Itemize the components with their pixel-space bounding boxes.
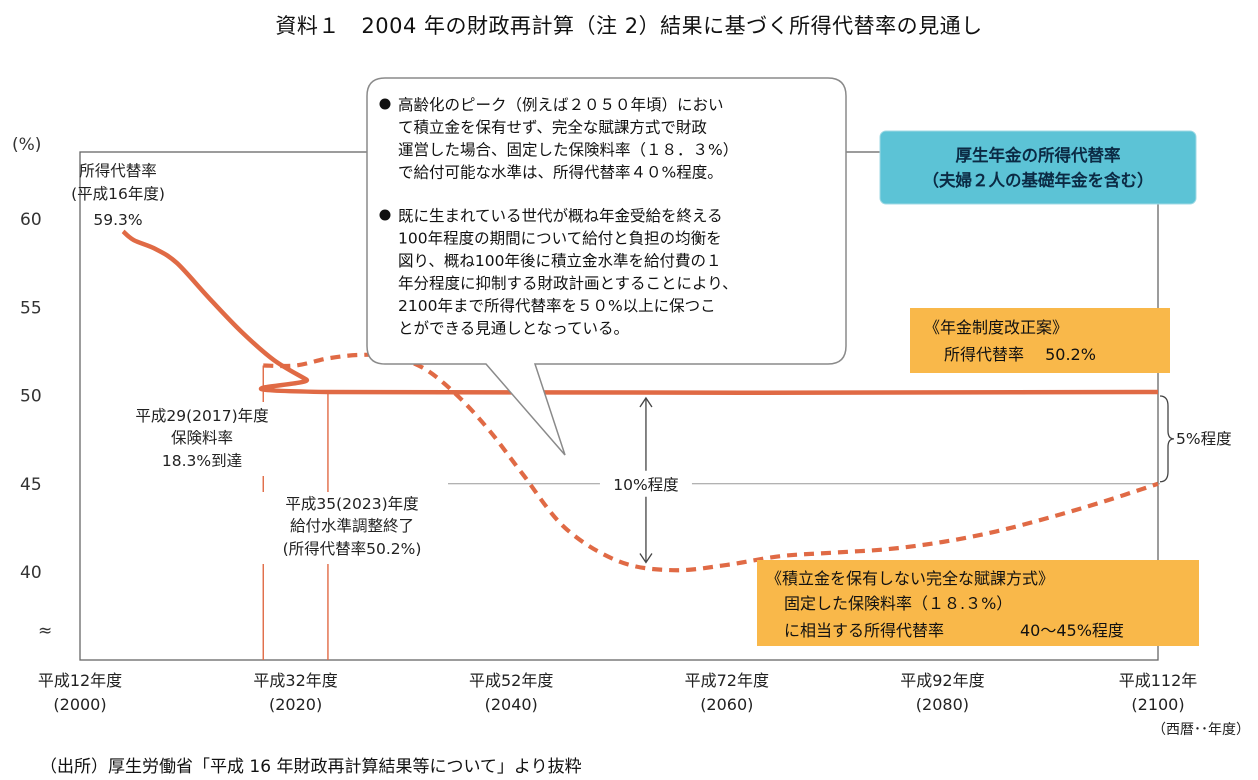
gap-5-label: 5%程度	[1176, 430, 1232, 448]
gap-10-arrowhead-down	[639, 553, 653, 564]
label-2023-line-2: 給付水準調整終了	[290, 517, 414, 535]
x-unit: （西暦･･年度）	[1152, 722, 1250, 738]
payg-line-2: 固定した保険料率（１８.３%）	[784, 594, 1012, 613]
chart-title: 資料１ 2004 年の財政再計算（注 2）結果に基づく所得代替率の見通し	[275, 14, 983, 38]
y-tick-50: 50	[20, 387, 42, 407]
y-axis-break: ≈	[38, 621, 52, 641]
x-tick-2060-era: 平成72年度	[685, 671, 769, 690]
x-tick-2000-year: (2000)	[53, 695, 106, 714]
gap-10-arrowhead-up	[639, 396, 653, 408]
label-2017-line-3: 18.3%到達	[162, 452, 242, 470]
callout-bullet-1-line-1: 高齢化のピーク（例えば２０５０年頃）におい	[398, 96, 724, 114]
source-note: （出所）厚生労働省「平成 16 年財政再計算結果等について」より抜粋	[40, 757, 582, 777]
y-tick-labels: 60 55 50 45 40	[20, 210, 42, 583]
x-tick-2020-era: 平成32年度	[253, 671, 337, 690]
x-tick-2100-era: 平成112年	[1119, 671, 1198, 690]
callout-bullet-1-line-4: で給付可能な水準は、所得代替率４０%程度。	[398, 164, 723, 182]
start-label-line-2: (平成16年度)	[71, 185, 165, 203]
label-2017-bg	[100, 402, 320, 476]
callout-bullet-2-dot	[379, 209, 391, 221]
callout-bubble	[366, 77, 847, 456]
gap-10-label-bg	[599, 470, 692, 497]
callout-bullet-2-line-6: とができる見通しとなっている。	[398, 320, 629, 338]
callout-bullet-2-line-5: 2100年まで所得代替率を５０%以上に保つこ	[398, 297, 716, 315]
x-tick-2060-year: (2060)	[700, 695, 753, 714]
x-tick-2080-year: (2080)	[916, 695, 969, 714]
callout-bullet-1-line-2: て積立金を保有せず、完全な賦課方式で財政	[398, 119, 707, 137]
legend-line-1: 厚生年金の所得代替率	[956, 145, 1121, 165]
reform-line-2: 所得代替率 50.2%	[944, 345, 1096, 364]
reform-box	[910, 308, 1170, 373]
payg-line-3: に相当する所得代替率	[784, 621, 944, 640]
callout-bullet-2-line-2: 100年程度の期間について給付と負担の均衡を	[398, 230, 722, 248]
y-tick-55: 55	[20, 298, 42, 318]
callout-text: 高齢化のピーク（例えば２０５０年頃）において積立金を保有せず、完全な賦課方式で財…	[379, 96, 738, 338]
y-tick-60: 60	[20, 210, 42, 230]
x-tick-2000-era: 平成12年度	[38, 671, 122, 690]
reform-line-1: 《年金制度改正案》	[924, 318, 1068, 337]
label-2017-line-1: 平成29(2017)年度	[135, 407, 268, 425]
label-2017-line-2: 保険料率	[171, 429, 233, 447]
y-tick-45: 45	[20, 475, 42, 495]
callout-bullet-2-line-4: 年分程度に抑制する財政計画とすることにより、	[398, 275, 738, 293]
x-tick-labels: 平成12年度 (2000) 平成32年度 (2020) 平成52年度 (2040) 平成72…	[38, 671, 1197, 714]
start-label-line-3: 59.3%	[93, 211, 142, 229]
gap-10-label: 10%程度	[613, 476, 678, 494]
payg-line-1: 《積立金を保有しない完全な賦課方式》	[766, 569, 1054, 588]
legend-box	[879, 130, 1197, 205]
callout-bullet-1-line-3: 運営した場合、固定した保険料率（１８．３%）	[398, 141, 738, 159]
x-tick-2020-year: (2020)	[269, 695, 322, 714]
callout-bullet-2-line-3: 図り、概ね100年後に積立金水準を給付費の１	[398, 252, 721, 270]
gap-5-brace	[1159, 395, 1175, 483]
gap-10-arrow: 10%程度	[599, 396, 692, 564]
x-tick-2040-era: 平成52年度	[469, 671, 553, 690]
label-2023-line-1: 平成35(2023)年度	[285, 495, 418, 513]
y-tick-40: 40	[20, 563, 42, 583]
payg-line-4: 40～45%程度	[1020, 621, 1124, 640]
callout-bullet-1-dot	[379, 98, 391, 110]
x-tick-2040-year: (2040)	[485, 695, 538, 714]
start-label-line-1: 所得代替率	[79, 162, 157, 180]
label-2023-line-3: (所得代替率50.2%)	[283, 540, 422, 558]
x-tick-2100-year: (2100)	[1131, 695, 1184, 714]
x-tick-2080-era: 平成92年度	[900, 671, 984, 690]
label-2023-bg	[250, 492, 458, 564]
callout-bullet-2-line-1: 既に生まれている世代が概ね年金受給を終える	[398, 207, 723, 225]
y-unit: (%)	[12, 135, 41, 155]
payg-box	[757, 560, 1199, 646]
legend-line-2: （夫婦２人の基礎年金を含む）	[923, 170, 1154, 190]
